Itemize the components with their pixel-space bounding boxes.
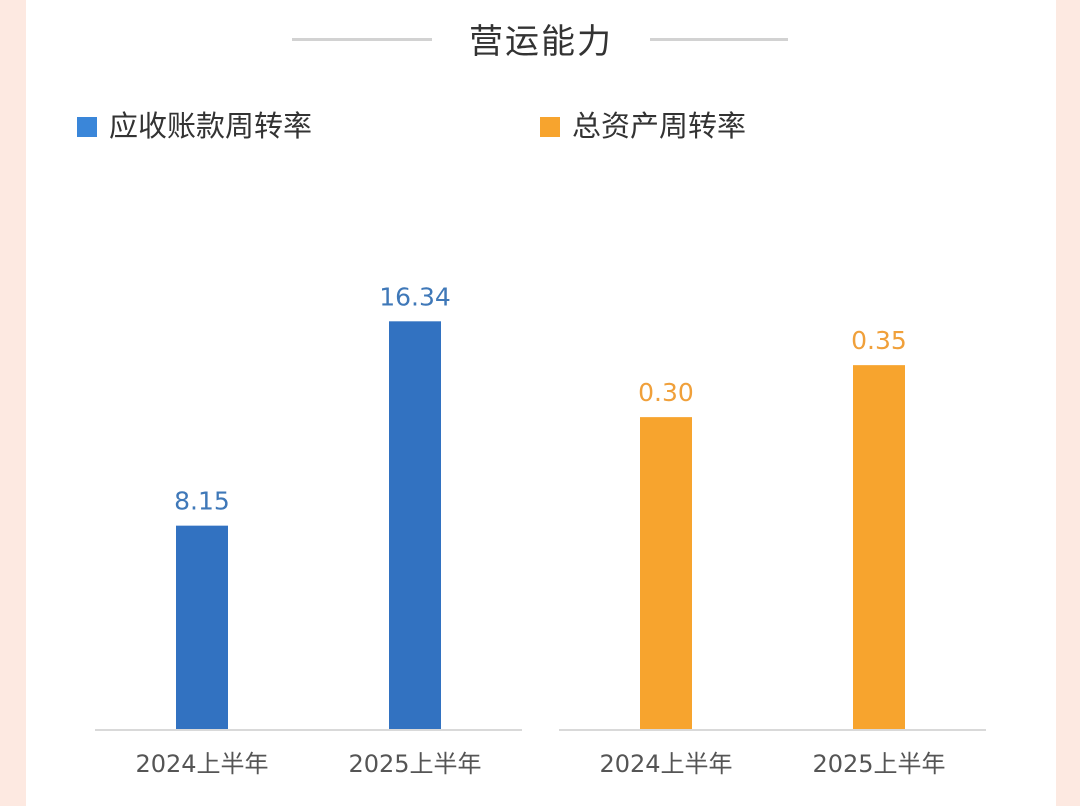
data-label: 8.15 [174, 487, 230, 516]
x-tick-label: 2025上半年 [812, 750, 945, 778]
bar [389, 321, 441, 729]
legend-receivables-turnover: 应收账款周转率 [77, 104, 312, 144]
legend-swatch-blue [77, 117, 97, 137]
data-label: 0.30 [638, 378, 694, 407]
x-tick-label: 2024上半年 [135, 750, 268, 778]
bar [853, 365, 905, 729]
title-rule-left [292, 38, 432, 41]
bar [640, 417, 692, 729]
data-label: 0.35 [851, 326, 907, 355]
legend-swatch-orange [540, 117, 560, 137]
data-label: 16.34 [379, 282, 451, 311]
title-rule-right [650, 38, 788, 41]
section-title: 营运能力 [469, 22, 613, 62]
legend-label: 总资产周转率 [572, 109, 747, 143]
section-header: 营运能力 [0, 0, 1080, 80]
x-tick-label: 2024上半年 [599, 750, 732, 778]
x-tick-label: 2025上半年 [348, 750, 481, 778]
legend-total-asset-turnover: 总资产周转率 [540, 104, 746, 144]
bar [176, 525, 228, 729]
legend-label: 应收账款周转率 [109, 109, 313, 143]
